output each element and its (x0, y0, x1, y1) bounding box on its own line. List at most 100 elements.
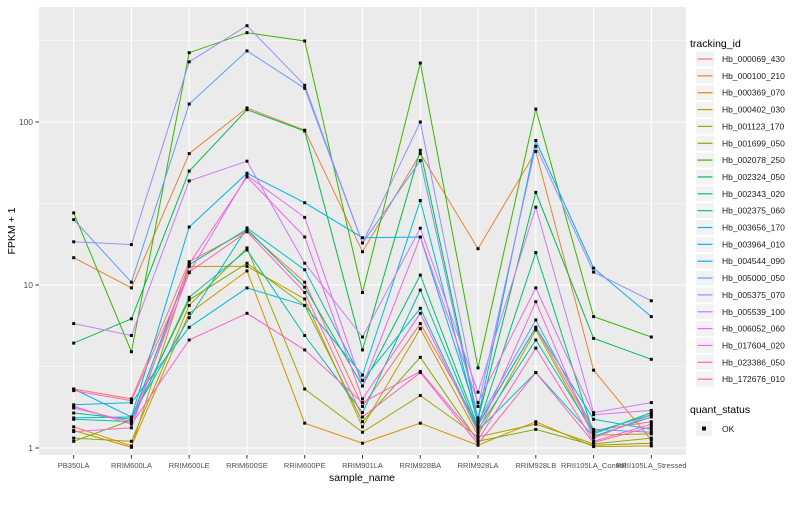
data-point (592, 430, 596, 434)
data-point (303, 235, 307, 239)
data-point (245, 226, 249, 230)
data-point (187, 311, 191, 315)
data-point (187, 102, 191, 106)
data-point (245, 173, 249, 177)
data-point (303, 215, 307, 219)
data-point (418, 61, 422, 65)
data-point (245, 248, 249, 252)
data-point (187, 179, 191, 183)
legend-entry: Hb_002343_020 (696, 186, 785, 202)
data-point (361, 384, 364, 388)
legend-label: Hb_003964_010 (722, 239, 785, 249)
data-point (418, 394, 422, 397)
x-axis-tick-labels: PB350LA RRIM600LA RRIM600LE RRIM600SE RRIM60… (58, 461, 687, 470)
data-point (361, 241, 364, 245)
data-point (649, 425, 653, 429)
legend-entry: Hb_004544_090 (696, 253, 785, 269)
data-point (129, 426, 133, 430)
data-point (649, 432, 653, 436)
x-tick-label: PB350LA (58, 461, 90, 470)
data-point (534, 422, 538, 426)
data-point (129, 401, 133, 405)
data-point (72, 403, 76, 407)
data-point (649, 413, 653, 417)
data-point (649, 411, 653, 415)
data-point (361, 404, 364, 408)
data-point (592, 315, 596, 319)
data-point (476, 404, 480, 408)
data-point (649, 436, 653, 440)
data-point (534, 251, 538, 255)
data-point (592, 413, 596, 417)
legend-label: Hb_002343_020 (722, 189, 785, 199)
y-tick-label: 100 (19, 117, 33, 127)
data-point (129, 350, 133, 354)
data-point (72, 256, 76, 260)
data-point (187, 152, 191, 156)
data-point (418, 235, 422, 239)
data-point (418, 273, 422, 277)
ok-point-swatch (702, 426, 706, 431)
data-point (649, 444, 653, 448)
legend-entry: Hb_006052_060 (696, 321, 785, 337)
data-point (361, 348, 364, 352)
data-point (129, 422, 133, 426)
data-point (187, 264, 191, 268)
data-point (245, 171, 249, 175)
data-point (245, 175, 249, 179)
data-point (649, 420, 653, 424)
data-point (476, 430, 480, 434)
data-point (361, 291, 364, 294)
data-point (72, 387, 76, 391)
data-point (361, 411, 364, 415)
x-tick-label: RRIM600SE (226, 461, 268, 470)
data-point (303, 261, 307, 265)
data-point (361, 415, 364, 419)
data-point (418, 306, 422, 310)
data-point (476, 366, 480, 370)
legend-label: Hb_003656_170 (722, 223, 785, 233)
data-point (361, 420, 364, 424)
data-point (476, 390, 480, 394)
series-points (72, 24, 653, 449)
data-point (72, 322, 76, 326)
data-point (592, 411, 596, 415)
legend-title-quant-status: quant_status (690, 404, 750, 416)
data-point (418, 148, 422, 152)
data-point (303, 86, 307, 90)
data-point (649, 401, 653, 405)
x-tick-label: RRII105LA_Control (561, 461, 626, 470)
legend-entry: Hb_001123_170 (696, 118, 785, 134)
data-point (245, 230, 249, 234)
data-point (187, 225, 191, 229)
legend-entry: Hb_002324_050 (696, 169, 785, 185)
data-point (418, 120, 422, 124)
data-point (361, 441, 364, 445)
data-point (361, 397, 364, 401)
x-tick-label: RRIM600PE (284, 461, 326, 470)
data-point (418, 288, 422, 292)
data-point (534, 371, 538, 375)
data-point (187, 260, 191, 264)
data-point (476, 435, 480, 439)
data-point (303, 297, 307, 301)
data-point (303, 129, 307, 133)
legend-label: Hb_017604_020 (722, 340, 785, 350)
data-point (303, 268, 307, 272)
data-point (534, 325, 538, 329)
legend-label: Hb_001699_050 (722, 138, 785, 148)
data-point (303, 421, 307, 425)
data-point (649, 438, 653, 442)
data-point (129, 420, 133, 424)
legend-entry: Hb_000100_210 (696, 68, 785, 84)
data-point (303, 387, 307, 391)
data-point (592, 436, 596, 440)
legend-entry: Hb_002375_060 (696, 203, 785, 219)
legend-entry: Hb_005539_100 (696, 304, 785, 320)
data-point (649, 408, 653, 412)
data-point (129, 317, 133, 321)
legend-label: Hb_005375_070 (722, 290, 785, 300)
data-point (418, 322, 422, 326)
legend-entry: Hb_002078_250 (696, 152, 785, 168)
data-point (649, 315, 653, 319)
